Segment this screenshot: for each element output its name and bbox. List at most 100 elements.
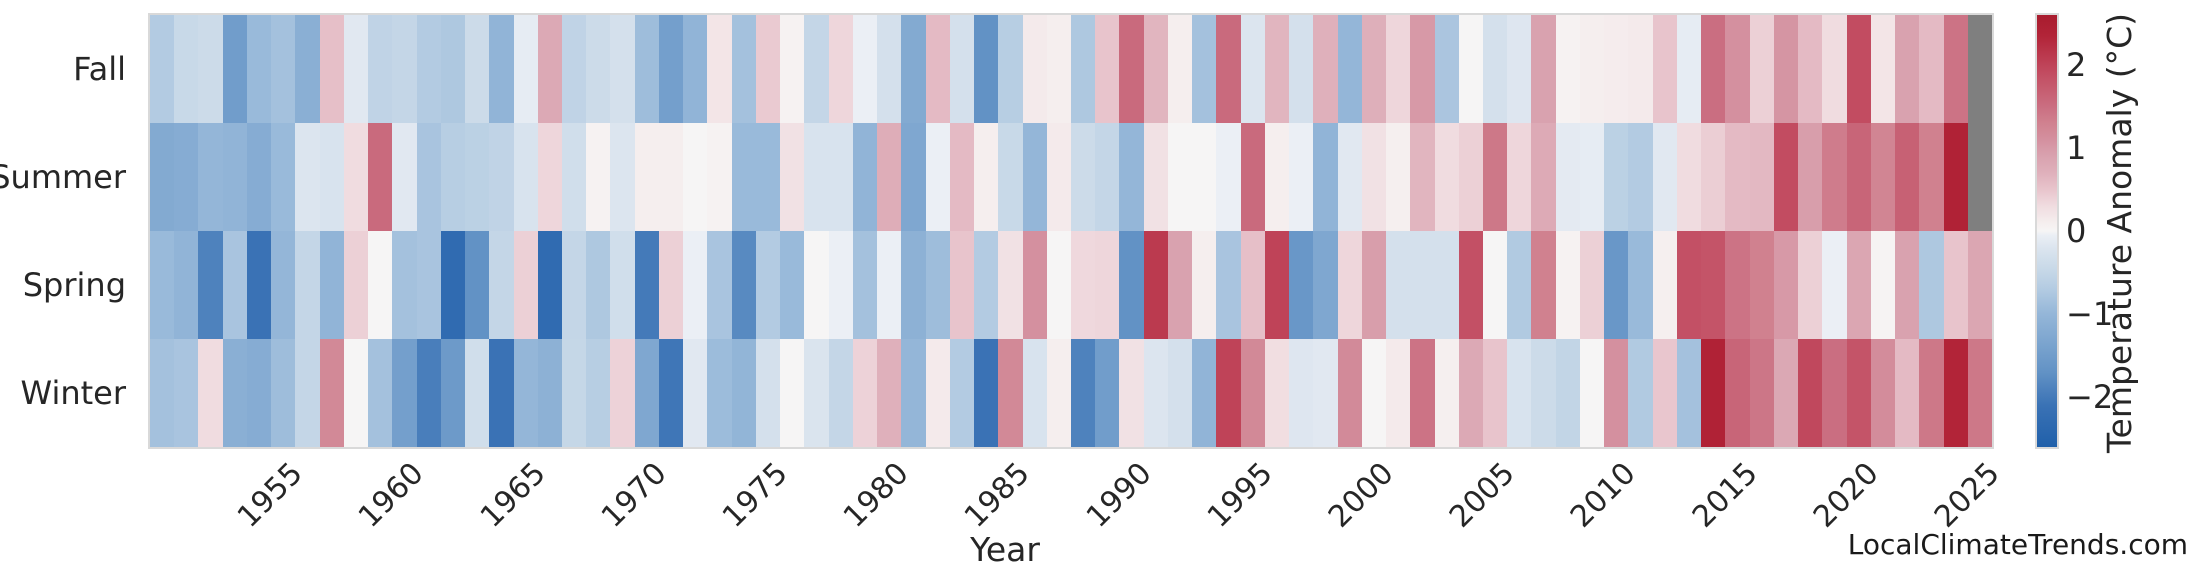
heatmap-cell [1458,15,1484,123]
heatmap-cell [1725,339,1750,447]
heatmap-cell [658,15,684,123]
heatmap-cell [246,123,272,231]
colorbar-gradient [2037,15,2057,447]
heatmap-cell [1192,339,1217,447]
heatmap-cell [368,123,393,231]
heatmap-cell [1773,123,1799,231]
heatmap-cell [198,339,223,447]
heatmap-cell [537,15,563,123]
heatmap-cell [489,15,514,123]
heatmap-cell [683,231,708,339]
heatmap-cell [586,339,611,447]
heatmap-cell [1773,231,1799,339]
heatmap-cell [513,231,538,339]
heatmap-cell [416,231,441,339]
colorbar-tick-label: 1 [2066,128,2087,167]
heatmap-cell [1119,15,1144,123]
heatmap-cell [1822,339,1847,447]
heatmap-cell [440,339,466,447]
heatmap-cell [1434,15,1459,123]
heatmap-cell [343,15,369,123]
heatmap-cell [1483,15,1508,123]
heatmap-cell [513,123,538,231]
heatmap-cell [1386,123,1411,231]
heatmap-cell [1167,339,1193,447]
heatmap-cell [901,231,926,339]
x-tick-label: 2000 [1321,455,1401,535]
heatmap-cell [1483,123,1508,231]
heatmap-cell [246,339,272,447]
heatmap-cell [901,123,926,231]
heatmap-cell [489,231,514,339]
heatmap-cell [1095,123,1120,231]
heatmap-cell [1604,339,1629,447]
heatmap-cell [1967,123,1992,231]
heatmap-cell [1604,15,1629,123]
heatmap-cell [998,339,1023,447]
heatmap-cell [392,15,417,123]
heatmap-cell [828,231,853,339]
colorbar-tick-label: 2 [2066,45,2087,84]
heatmap-cell [610,123,635,231]
heatmap-cell [319,123,344,231]
heatmap-cell [1822,123,1847,231]
heatmap-cell [1967,15,1992,123]
heatmap-cell [1652,231,1677,339]
heatmap-cell [1895,15,1920,123]
heatmap-cell [707,15,732,123]
heatmap-cell [1652,15,1677,123]
colorbar [2035,13,2059,449]
heatmap-cell [1143,231,1168,339]
heatmap-cell [1434,231,1459,339]
heatmap-cell [1192,231,1217,339]
x-tick-label: 1995 [1200,455,1280,535]
heatmap-cell [877,339,902,447]
heatmap-cell [150,15,175,123]
heatmap-cell [974,231,999,339]
heatmap-cell [222,231,247,339]
heatmap-cell [1167,123,1193,231]
heatmap-cell [343,339,369,447]
heatmap-cell [489,123,514,231]
heatmap-cell [1361,339,1387,447]
heatmap-cell [1652,123,1677,231]
heatmap-cell [295,339,320,447]
heatmap-cell [1749,15,1774,123]
heatmap-cell [416,339,441,447]
heatmap-cell [1070,15,1096,123]
heatmap-cell [465,15,490,123]
heatmap-cell [634,15,659,123]
heatmap-cell [852,231,878,339]
heatmap-cell [222,15,247,123]
heatmap-cell [586,123,611,231]
heatmap-cell [610,339,635,447]
heatmap-cell [562,123,587,231]
heatmap-cell [489,339,514,447]
heatmap-cell [1870,15,1896,123]
heatmap-cell [1216,231,1241,339]
heatmap-cell [634,339,659,447]
heatmap-cell [295,15,320,123]
heatmap-cell [1386,231,1411,339]
heatmap-cell [1240,231,1265,339]
heatmap-cell [1628,339,1653,447]
heatmap-cell [804,15,829,123]
heatmap-cell [1628,231,1653,339]
heatmap-cell [1046,231,1071,339]
heatmap-cell [465,123,490,231]
y-axis-row-labels: Fall Summer Spring Winter [0,15,136,447]
x-axis-title: Year [970,530,1040,569]
heatmap-cell [174,339,199,447]
heatmap-cell [562,231,587,339]
heatmap-cell [1555,231,1580,339]
heatmap-cell [1289,339,1314,447]
row-label: Summer [0,158,126,196]
heatmap-cell [1361,15,1387,123]
heatmap-cell [1919,15,1944,123]
heatmap-cell [1749,231,1774,339]
heatmap-plot-area [148,13,1994,449]
heatmap-cell [1337,339,1362,447]
x-tick-label: 2010 [1564,455,1643,535]
heatmap-cell [319,15,344,123]
